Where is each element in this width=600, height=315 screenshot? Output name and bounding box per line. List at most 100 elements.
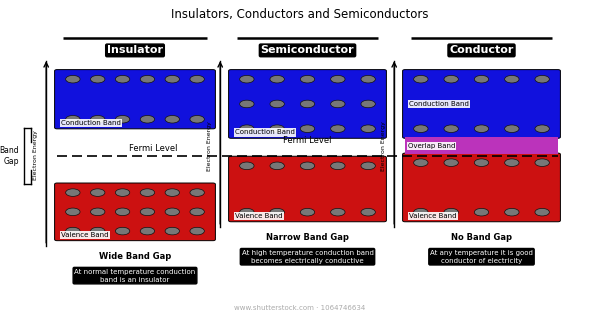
Circle shape <box>270 75 284 83</box>
Circle shape <box>140 227 155 235</box>
Circle shape <box>239 125 254 133</box>
Circle shape <box>165 75 179 83</box>
Text: Semiconductor: Semiconductor <box>260 45 355 55</box>
Circle shape <box>535 75 550 83</box>
FancyBboxPatch shape <box>55 70 215 129</box>
Circle shape <box>190 227 205 235</box>
Circle shape <box>91 75 105 83</box>
Circle shape <box>65 227 80 235</box>
Circle shape <box>270 125 284 133</box>
Text: Insulators, Conductors and Semiconductors: Insulators, Conductors and Semiconductor… <box>171 8 429 21</box>
Circle shape <box>115 189 130 196</box>
Circle shape <box>331 125 345 133</box>
Circle shape <box>91 189 105 196</box>
Circle shape <box>505 209 519 216</box>
Circle shape <box>361 100 376 108</box>
Circle shape <box>444 209 458 216</box>
Text: Fermi Level: Fermi Level <box>283 135 332 145</box>
Circle shape <box>190 116 205 123</box>
Text: Electron Energy: Electron Energy <box>34 130 38 180</box>
Circle shape <box>413 75 428 83</box>
Circle shape <box>115 227 130 235</box>
Circle shape <box>361 162 376 169</box>
FancyBboxPatch shape <box>403 70 560 138</box>
Text: At any temperature it is good
conductor of electricity: At any temperature it is good conductor … <box>430 250 533 264</box>
Circle shape <box>331 100 345 108</box>
Circle shape <box>270 209 284 216</box>
Circle shape <box>165 189 179 196</box>
Circle shape <box>301 209 314 216</box>
Circle shape <box>505 125 519 133</box>
Circle shape <box>239 75 254 83</box>
Circle shape <box>165 116 179 123</box>
Circle shape <box>140 116 155 123</box>
Circle shape <box>239 100 254 108</box>
Circle shape <box>535 159 550 166</box>
Circle shape <box>270 100 284 108</box>
Circle shape <box>65 189 80 196</box>
Circle shape <box>475 159 489 166</box>
Circle shape <box>301 100 314 108</box>
Circle shape <box>331 209 345 216</box>
FancyBboxPatch shape <box>55 183 215 241</box>
Circle shape <box>361 75 376 83</box>
Circle shape <box>115 75 130 83</box>
Circle shape <box>361 125 376 133</box>
Circle shape <box>65 75 80 83</box>
Circle shape <box>140 208 155 215</box>
Text: Conduction Band: Conduction Band <box>61 120 121 126</box>
Circle shape <box>444 159 458 166</box>
Text: Narrow Band Gap: Narrow Band Gap <box>266 233 349 242</box>
Circle shape <box>140 75 155 83</box>
Circle shape <box>190 75 205 83</box>
Circle shape <box>331 162 345 169</box>
Circle shape <box>91 208 105 215</box>
Circle shape <box>190 189 205 196</box>
Circle shape <box>475 125 489 133</box>
Circle shape <box>475 75 489 83</box>
Circle shape <box>413 125 428 133</box>
Circle shape <box>270 162 284 169</box>
Circle shape <box>91 116 105 123</box>
Text: Wide Band Gap: Wide Band Gap <box>99 252 171 261</box>
Circle shape <box>331 75 345 83</box>
Circle shape <box>91 227 105 235</box>
Circle shape <box>65 208 80 215</box>
Circle shape <box>239 162 254 169</box>
Text: Conduction Band: Conduction Band <box>235 129 295 135</box>
Circle shape <box>190 208 205 215</box>
Circle shape <box>505 159 519 166</box>
Text: Conduction Band: Conduction Band <box>409 101 469 107</box>
Circle shape <box>165 208 179 215</box>
Text: Conductor: Conductor <box>449 45 514 55</box>
Text: Valence Band: Valence Band <box>409 213 457 219</box>
Text: Valence Band: Valence Band <box>61 232 109 238</box>
Text: Valence Band: Valence Band <box>235 213 283 219</box>
Circle shape <box>115 208 130 215</box>
FancyBboxPatch shape <box>403 153 560 222</box>
Circle shape <box>444 75 458 83</box>
Circle shape <box>413 159 428 166</box>
Text: Insulator: Insulator <box>107 45 163 55</box>
Text: Overlap Band: Overlap Band <box>408 143 455 149</box>
Circle shape <box>475 209 489 216</box>
Bar <box>405 137 558 154</box>
Circle shape <box>165 227 179 235</box>
Text: www.shutterstock.com · 1064746634: www.shutterstock.com · 1064746634 <box>235 305 365 311</box>
Text: No Band Gap: No Band Gap <box>451 233 512 242</box>
FancyBboxPatch shape <box>229 156 386 222</box>
FancyBboxPatch shape <box>229 70 386 138</box>
Circle shape <box>301 162 314 169</box>
Circle shape <box>413 209 428 216</box>
Circle shape <box>301 125 314 133</box>
Circle shape <box>115 116 130 123</box>
Circle shape <box>140 189 155 196</box>
Circle shape <box>444 125 458 133</box>
Circle shape <box>505 75 519 83</box>
Circle shape <box>535 125 550 133</box>
Text: Electron Energy: Electron Energy <box>382 121 386 171</box>
Circle shape <box>65 116 80 123</box>
Text: Fermi Level: Fermi Level <box>129 144 177 153</box>
Text: At high temperature conduction band
becomes electrically conductive: At high temperature conduction band beco… <box>242 250 373 264</box>
Circle shape <box>535 209 550 216</box>
